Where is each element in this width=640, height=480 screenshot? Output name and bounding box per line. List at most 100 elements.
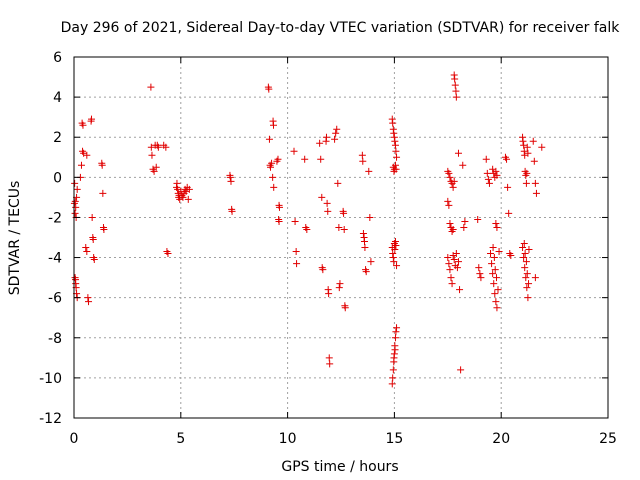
data-point xyxy=(99,189,107,197)
data-point xyxy=(388,380,396,388)
data-point xyxy=(454,149,462,157)
data-point xyxy=(335,223,343,231)
y-tick-label: 0 xyxy=(53,170,62,186)
data-point xyxy=(525,246,533,254)
data-point xyxy=(274,155,282,163)
data-point xyxy=(323,199,331,207)
data-point xyxy=(162,143,170,151)
data-point xyxy=(332,129,340,137)
data-point xyxy=(488,260,496,268)
data-point xyxy=(341,304,349,312)
data-point xyxy=(493,223,501,231)
data-point xyxy=(324,207,332,215)
data-point xyxy=(523,169,531,177)
data-point xyxy=(340,225,348,233)
data-point xyxy=(318,193,326,201)
y-axis-label: SDTVAR / TECUs xyxy=(7,181,23,296)
data-point xyxy=(476,270,484,278)
data-point xyxy=(82,244,90,252)
data-point xyxy=(392,165,400,173)
x-tick-labels: 0 5 10 15 20 25 xyxy=(70,431,617,447)
data-point xyxy=(147,143,155,151)
data-point xyxy=(454,258,462,266)
data-point xyxy=(72,203,80,211)
y-tick-labels: -12 -10 -8 -6 -4 -2 0 2 4 6 xyxy=(39,50,62,427)
data-point xyxy=(531,179,539,187)
data-point xyxy=(164,250,172,258)
data-point xyxy=(359,229,367,237)
data-point xyxy=(519,244,527,252)
data-point xyxy=(73,185,81,193)
data-point xyxy=(325,290,333,298)
data-point xyxy=(504,183,512,191)
y-tick-label: 2 xyxy=(53,130,62,146)
data-point xyxy=(524,149,532,157)
x-tick-label: 10 xyxy=(279,431,297,447)
data-point xyxy=(523,143,531,151)
data-point xyxy=(154,143,162,151)
data-point xyxy=(362,268,370,276)
data-point xyxy=(505,209,513,217)
data-point xyxy=(340,209,348,217)
data-point xyxy=(452,93,460,101)
data-point xyxy=(392,242,400,250)
data-point xyxy=(529,137,537,145)
data-point xyxy=(393,324,401,332)
data-point xyxy=(291,217,299,225)
data-point xyxy=(152,163,160,171)
data-point xyxy=(490,280,498,288)
data-point xyxy=(265,135,273,143)
data-point xyxy=(290,147,298,155)
data-point xyxy=(503,155,511,163)
data-point xyxy=(360,238,368,246)
data-point xyxy=(390,129,398,137)
data-point xyxy=(519,137,527,145)
data-point xyxy=(450,256,458,264)
data-point xyxy=(493,304,501,312)
data-point xyxy=(461,217,469,225)
data-point xyxy=(150,167,158,175)
data-point xyxy=(292,248,300,256)
data-point xyxy=(523,284,531,292)
data-point xyxy=(331,135,339,143)
data-point xyxy=(316,139,324,147)
data-point xyxy=(391,346,399,354)
data-point xyxy=(391,141,399,149)
data-point xyxy=(71,197,79,205)
data-point xyxy=(88,115,96,123)
data-point xyxy=(451,75,459,83)
data-point xyxy=(275,217,283,225)
data-point xyxy=(452,250,460,258)
data-point xyxy=(492,167,500,175)
data-point xyxy=(487,250,495,258)
data-point xyxy=(538,143,546,151)
data-point xyxy=(522,274,530,282)
data-point xyxy=(71,276,79,284)
data-point xyxy=(445,260,453,268)
data-point xyxy=(359,157,367,165)
data-point xyxy=(521,264,529,272)
data-point xyxy=(367,258,375,266)
data-point xyxy=(446,173,454,181)
data-point xyxy=(391,137,399,145)
data-point xyxy=(185,185,193,193)
data-point xyxy=(270,121,278,129)
x-axis-label: GPS time / hours xyxy=(281,459,398,475)
data-point xyxy=(393,262,401,270)
data-point xyxy=(448,280,456,288)
data-point xyxy=(301,155,309,163)
data-point xyxy=(520,141,528,149)
data-point xyxy=(494,286,502,294)
data-point xyxy=(326,360,334,368)
data-point xyxy=(474,215,482,223)
x-tick-label: 0 xyxy=(70,431,79,447)
data-point xyxy=(335,284,343,292)
x-tick-label: 15 xyxy=(385,431,403,447)
data-point xyxy=(450,177,458,185)
data-point xyxy=(391,334,399,342)
data-point xyxy=(446,219,454,227)
data-point xyxy=(525,280,533,288)
data-point xyxy=(325,354,333,362)
data-point xyxy=(447,274,455,282)
